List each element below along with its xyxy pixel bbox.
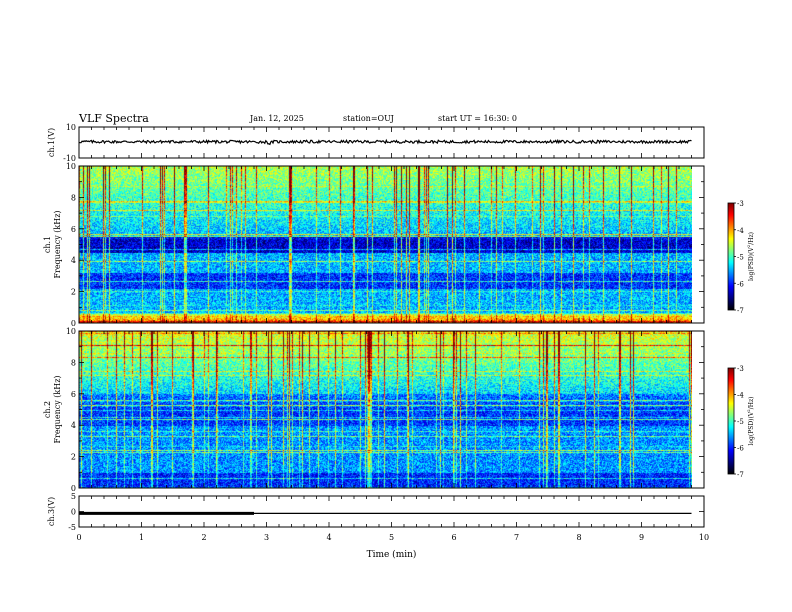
y-tick-label: 0: [71, 484, 76, 493]
y-axis-label-line: Frequency (kHz): [53, 210, 62, 278]
colorbar-tick-label: -6: [737, 280, 744, 288]
y-tick-label: 4: [71, 256, 76, 265]
y-axis-label-ch3-signal: ch.3(V): [47, 497, 56, 526]
chart-title: VLF Spectra: [79, 112, 149, 125]
y-tick-label: 10: [66, 162, 76, 171]
spectrogram-image-ch1-spectrogram: [79, 166, 692, 323]
y-axis-label-text: ch.1(V): [47, 128, 56, 157]
y-tick-label: 4: [71, 421, 76, 430]
colorbar-tick-label: -6: [737, 445, 744, 453]
start-time-label: start UT = 16:30: 0: [438, 114, 517, 123]
colorbar-tick-label: -5: [737, 254, 744, 262]
spectrogram-image-ch2-spectrogram: [79, 331, 692, 488]
colorbar-tick-label: -5: [737, 418, 744, 426]
y-axis-label-line: Frequency (kHz): [53, 375, 62, 443]
y-tick-label: 6: [71, 390, 76, 399]
date-label: Jan. 12, 2025: [250, 114, 304, 123]
x-tick-label: 2: [201, 533, 206, 542]
y-tick-label: 0: [71, 508, 76, 517]
y-tick-label: -10: [63, 154, 76, 163]
y-axis-label-ch1-waveform: ch.1(V): [47, 128, 56, 157]
colorbar-label-2: log(PSD)(V2/Hz): [746, 397, 755, 446]
y-axis-label-line: ch.1: [43, 236, 52, 253]
colorbar-label-text: log(PSD)(V2/Hz): [746, 232, 755, 281]
y-tick-label: 6: [71, 225, 76, 234]
colorbar-tick-label: -7: [737, 307, 744, 315]
colorbar-tick-label: -7: [737, 471, 744, 479]
colorbar-label-1: log(PSD)(V2/Hz): [746, 232, 755, 281]
y-axis-label-ch2-spectrogram: ch.2 Frequency (kHz): [43, 375, 62, 443]
y-tick-label: 2: [71, 453, 76, 462]
x-tick-label: 7: [514, 533, 519, 542]
y-tick-label: 5: [71, 492, 76, 501]
y-tick-label: 8: [71, 358, 76, 367]
x-tick-label: 1: [139, 533, 144, 542]
x-tick-label: 8: [576, 533, 581, 542]
spectrogram-layer: [79, 166, 692, 488]
y-axis-label-line: ch.2: [43, 401, 52, 418]
y-tick-label: 10: [66, 123, 76, 132]
x-tick-label: 0: [76, 533, 81, 542]
x-tick-label: 10: [699, 533, 709, 542]
trace-layer: [78, 138, 692, 515]
y-axis-label-text: ch.3(V): [47, 497, 56, 526]
colorbar-tick-label: -3: [737, 200, 744, 208]
colorbar-1: [727, 202, 735, 311]
y-tick-label: 10: [66, 327, 76, 336]
x-tick-label: 3: [264, 533, 269, 542]
ch1-trace: [78, 138, 692, 146]
y-tick-label: -5: [68, 523, 76, 532]
y-tick-label: 2: [71, 288, 76, 297]
colorbar-tick-label: -3: [737, 365, 744, 373]
x-axis-label: Time (min): [367, 549, 417, 560]
x-tick-label: 9: [639, 533, 644, 542]
y-axis-label-ch1-spectrogram: ch.1 Frequency (kHz): [43, 210, 62, 278]
colorbar-label-text: log(PSD)(V2/Hz): [746, 397, 755, 446]
y-tick-label: 8: [71, 193, 76, 202]
x-tick-label: 4: [326, 533, 331, 542]
station-label: station=OUJ: [343, 114, 394, 123]
x-tick-label: 6: [451, 533, 456, 542]
colorbar-2: [727, 367, 735, 475]
y-tick-label: 0: [71, 319, 76, 328]
x-tick-label: 5: [389, 533, 394, 542]
colorbar-tick-label: -4: [737, 392, 744, 400]
colorbar-tick-label: -4: [737, 227, 744, 235]
